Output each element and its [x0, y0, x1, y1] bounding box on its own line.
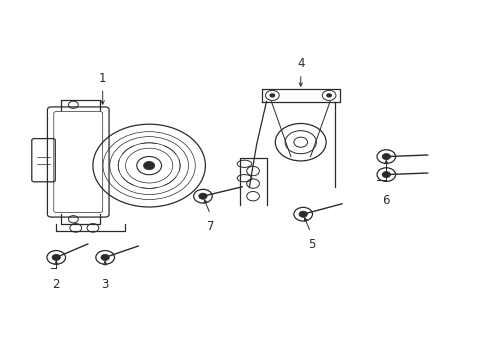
Text: 6: 6: [382, 194, 389, 207]
Text: 5: 5: [307, 238, 315, 251]
Circle shape: [198, 193, 207, 199]
Circle shape: [269, 93, 275, 98]
Circle shape: [381, 171, 390, 178]
Text: 7: 7: [207, 220, 215, 233]
Text: 4: 4: [296, 57, 304, 70]
Circle shape: [381, 153, 390, 160]
Circle shape: [325, 93, 331, 98]
Text: 1: 1: [99, 72, 106, 85]
Circle shape: [101, 254, 109, 261]
Text: 2: 2: [52, 278, 60, 291]
Circle shape: [298, 211, 307, 217]
Text: 3: 3: [101, 278, 109, 291]
Circle shape: [143, 162, 154, 170]
Circle shape: [52, 254, 61, 261]
